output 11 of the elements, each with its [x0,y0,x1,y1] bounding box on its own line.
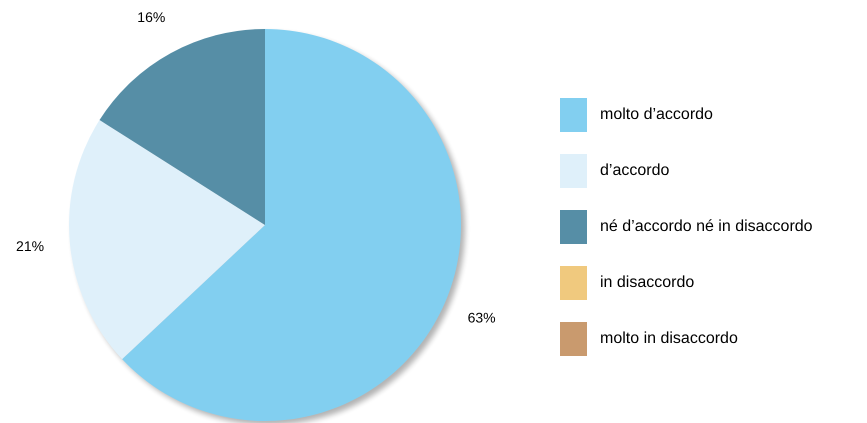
legend-label: in disaccordo [600,274,694,292]
pie-slice [69,120,265,360]
pie-slice [100,29,265,225]
legend-label: né d’accordo né in disaccordo [600,218,813,236]
legend-label: molto d’accordo [600,106,714,124]
data-label: 16% [137,8,166,25]
data-label: 21% [16,238,44,254]
legend-label: molto in disaccordo [600,330,738,348]
pie-slice [122,29,461,421]
legend-label: d’accordo [600,162,670,180]
data-label: 63% [468,309,496,326]
